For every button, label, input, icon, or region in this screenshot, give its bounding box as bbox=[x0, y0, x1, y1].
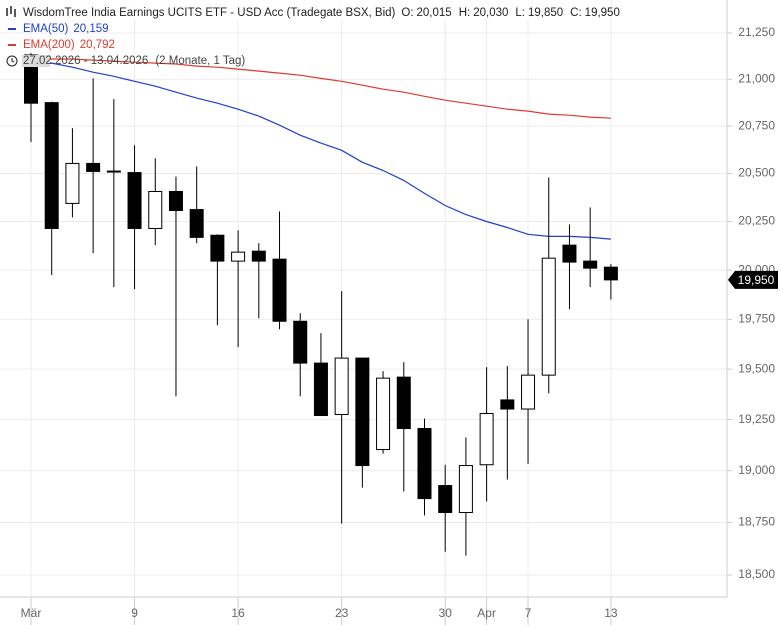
y-tick-label: 20,500 bbox=[738, 166, 775, 180]
candle-body bbox=[541, 257, 556, 376]
ohlc-value: 19,950 bbox=[585, 7, 620, 19]
price-tag-label: 19,950 bbox=[738, 273, 775, 287]
legend-last: 20,792 bbox=[80, 39, 115, 51]
candle-body bbox=[251, 250, 266, 262]
candle-body bbox=[458, 465, 473, 514]
candle-body bbox=[417, 428, 432, 500]
ohlc-value: 19,850 bbox=[528, 7, 563, 19]
candle-body bbox=[44, 102, 59, 229]
candle-body bbox=[106, 170, 121, 173]
candle-body bbox=[376, 377, 391, 451]
clock-hands bbox=[11, 58, 15, 63]
candle-body bbox=[479, 412, 494, 466]
ohlc-name: H: bbox=[459, 7, 471, 19]
candle-body bbox=[293, 320, 308, 364]
x-tick-label: 13 bbox=[604, 606, 618, 620]
legend-title: WisdomTree India Earnings UCITS ETF - US… bbox=[23, 7, 620, 19]
period-text: (2 Monate, 1 Tag) bbox=[155, 55, 245, 67]
x-tick-label: 9 bbox=[131, 606, 138, 620]
candle-body bbox=[603, 266, 618, 281]
candle-body bbox=[562, 244, 577, 263]
legend-name: EMA(200) bbox=[23, 39, 75, 51]
y-tick-label: 18,500 bbox=[738, 567, 775, 581]
candle-body bbox=[438, 485, 453, 514]
clock-icon bbox=[6, 55, 18, 67]
y-tick-label: 19,500 bbox=[738, 361, 775, 375]
candle-body bbox=[189, 209, 204, 238]
candle-body bbox=[231, 251, 246, 262]
y-tick-label: 19,750 bbox=[738, 311, 775, 325]
y-tick-label: 21,250 bbox=[738, 25, 775, 39]
y-tick-label: 19,000 bbox=[738, 463, 775, 477]
date-highlight bbox=[22, 55, 50, 67]
candle-body bbox=[583, 260, 598, 269]
y-tick-label: 21,000 bbox=[738, 71, 775, 85]
candle-body bbox=[272, 258, 287, 322]
legend-entry: EMA(50) 20,159 bbox=[23, 23, 109, 35]
candle-body bbox=[210, 234, 225, 262]
candle-body bbox=[396, 376, 411, 430]
candle-body bbox=[148, 191, 163, 229]
candle-body bbox=[127, 172, 142, 229]
legend-last: 20,159 bbox=[73, 23, 108, 35]
ema-line bbox=[30, 59, 611, 240]
legend-entry: EMA(200) 20,792 bbox=[23, 39, 115, 51]
y-tick-label: 19,250 bbox=[738, 412, 775, 426]
x-tick-label: 23 bbox=[335, 606, 349, 620]
price-tag bbox=[728, 270, 778, 289]
candle-body bbox=[521, 374, 536, 410]
ohlc-value: 20,030 bbox=[473, 7, 508, 19]
ohlc-name: C: bbox=[570, 7, 582, 19]
candle-body bbox=[334, 357, 349, 416]
candle-body bbox=[168, 191, 183, 212]
ohlc-name: L: bbox=[515, 7, 525, 19]
legend-name: EMA(50) bbox=[23, 23, 69, 35]
x-tick-label: Mär bbox=[21, 606, 42, 620]
candle-body bbox=[355, 357, 370, 467]
chart-icon bbox=[6, 6, 16, 17]
legend-bg bbox=[0, 0, 600, 20]
candle-body bbox=[500, 399, 515, 410]
ohlc-value: 20,015 bbox=[417, 7, 452, 19]
x-tick-label: 16 bbox=[231, 606, 245, 620]
candle-body bbox=[313, 362, 328, 417]
candle-body bbox=[65, 162, 80, 204]
x-tick-label: 7 bbox=[525, 606, 532, 620]
y-tick-label: 18,750 bbox=[738, 515, 775, 529]
date-range: 27.02.2026 - 13.04.2026 (2 Monate, 1 Tag) bbox=[23, 55, 245, 67]
candle-body bbox=[86, 162, 101, 172]
y-tick-label: 20,750 bbox=[738, 118, 775, 132]
ema-line bbox=[30, 57, 611, 119]
candle-body bbox=[24, 54, 38, 104]
legend-title-text: WisdomTree India Earnings UCITS ETF - US… bbox=[23, 7, 396, 19]
x-tick-label: 30 bbox=[439, 606, 453, 620]
date-range-text: 27.02.2026 - 13.04.2026 bbox=[23, 55, 148, 67]
x-tick-label: Apr bbox=[477, 606, 496, 620]
ohlc-name: O: bbox=[401, 7, 413, 19]
y-tick-label: 20,250 bbox=[738, 214, 775, 228]
